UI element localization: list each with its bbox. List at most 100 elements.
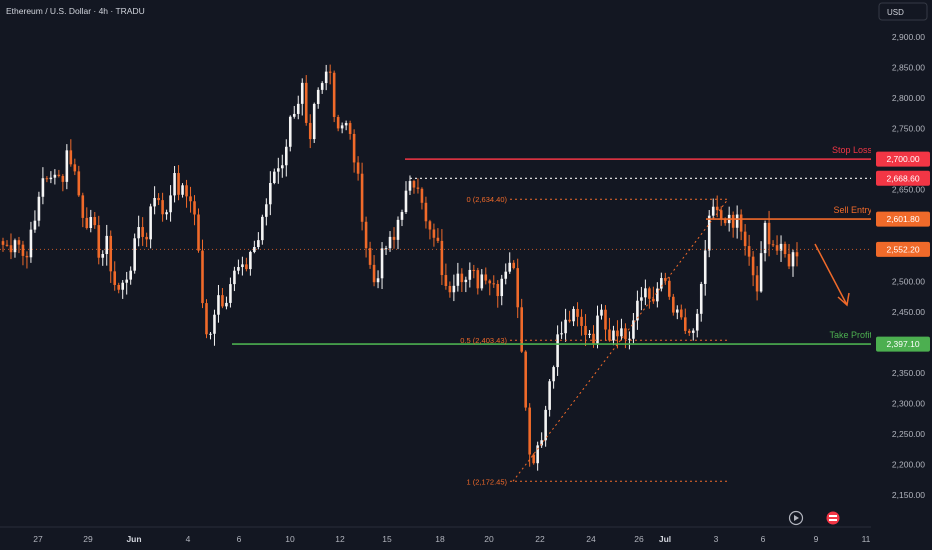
candle	[97, 215, 101, 265]
candle-body	[125, 279, 128, 283]
candle	[237, 259, 240, 275]
candle-body	[388, 236, 392, 249]
candle	[121, 280, 124, 299]
candle-body	[109, 235, 113, 272]
candle-body	[149, 206, 152, 240]
candle-body	[1, 241, 5, 245]
alert-flag-icon[interactable]	[826, 511, 840, 525]
price-tag-take-profit: 2,397.10	[876, 336, 930, 352]
candle	[181, 183, 184, 198]
candle	[69, 139, 73, 167]
candle-body	[312, 103, 316, 140]
candle	[604, 305, 607, 341]
candle-body	[612, 330, 615, 341]
candle	[129, 266, 132, 285]
candle-body	[157, 197, 160, 201]
candle-body	[556, 334, 559, 368]
candle	[137, 215, 140, 247]
candle-body	[679, 309, 683, 318]
candle-body	[189, 196, 192, 202]
candle	[352, 129, 356, 173]
candle-body	[444, 275, 448, 287]
candle-body	[320, 83, 324, 90]
candle	[552, 365, 555, 389]
price-axis[interactable]	[871, 0, 932, 550]
candle-body	[73, 164, 77, 172]
candle-body	[791, 252, 795, 267]
candle	[636, 290, 639, 330]
currency-button[interactable]: USD	[878, 2, 928, 21]
candle	[25, 251, 29, 269]
candle-body	[65, 150, 69, 182]
candle	[532, 453, 535, 465]
candle-body	[476, 270, 480, 289]
candle	[372, 255, 376, 287]
candle-body	[683, 317, 687, 331]
candle-body	[428, 221, 432, 230]
candle-body	[392, 236, 396, 240]
candle-body	[113, 271, 117, 285]
candle-body	[173, 173, 176, 196]
candle-body	[687, 330, 691, 333]
candle-body	[783, 243, 787, 255]
candle-body	[436, 237, 440, 241]
time-tick-label: 11	[862, 534, 871, 544]
sell-entry-label: Sell Entry	[833, 205, 872, 215]
candle	[755, 266, 759, 301]
candle-body	[584, 325, 587, 335]
candle-body	[233, 270, 236, 285]
candle	[161, 192, 164, 222]
price-tag-bg	[876, 336, 930, 352]
candle-body	[165, 212, 168, 215]
candle	[125, 271, 128, 295]
candle-body	[548, 381, 551, 410]
candle-body	[771, 244, 775, 246]
candle	[640, 286, 643, 311]
price-tag-stop-loss: 2,700.00	[876, 151, 930, 167]
candle	[65, 144, 69, 190]
candle-body	[731, 214, 735, 228]
candle	[672, 293, 675, 316]
candle	[536, 441, 539, 471]
candle-body	[249, 251, 252, 270]
candle	[328, 64, 332, 85]
candle-body	[540, 440, 543, 446]
candle	[711, 198, 715, 219]
candle	[29, 221, 33, 263]
candle-body	[288, 116, 292, 147]
candle-body	[751, 256, 755, 276]
candle	[524, 350, 527, 411]
candle	[33, 210, 37, 233]
replay-icon[interactable]	[788, 510, 804, 526]
candle	[113, 261, 117, 291]
candle-body	[452, 285, 456, 293]
candle-body	[767, 222, 771, 245]
fib-trend-line	[512, 198, 729, 482]
candle-body	[101, 254, 105, 258]
candle-body	[691, 330, 695, 333]
candle	[683, 308, 687, 335]
candle-body	[253, 247, 256, 252]
candle	[105, 224, 109, 266]
candle-body	[779, 243, 783, 251]
bearish-arrow-shaft	[814, 243, 848, 306]
fib-level-label: 0.5 (2,403.43)	[460, 336, 507, 345]
candle	[656, 282, 659, 308]
candle-body	[316, 89, 320, 104]
candle-body	[755, 275, 759, 292]
candle	[420, 187, 424, 210]
candle-body	[69, 150, 73, 165]
candle-body	[300, 82, 304, 104]
candle-body	[496, 283, 500, 297]
candle-body	[404, 190, 408, 213]
candle	[660, 272, 663, 292]
candle-body	[340, 125, 344, 129]
candle	[165, 209, 168, 220]
candle-body	[277, 168, 280, 172]
candle	[73, 158, 77, 176]
candle	[588, 330, 591, 339]
time-axis-ticks[interactable]: 27 29 Jun 4 6 10 12 15 18 20 22 24 26 Jul 3 6 9 11	[33, 534, 870, 544]
price-tag-label: 2,552.20	[886, 244, 919, 254]
price-tag-level-high: 2,668.60	[876, 170, 930, 186]
